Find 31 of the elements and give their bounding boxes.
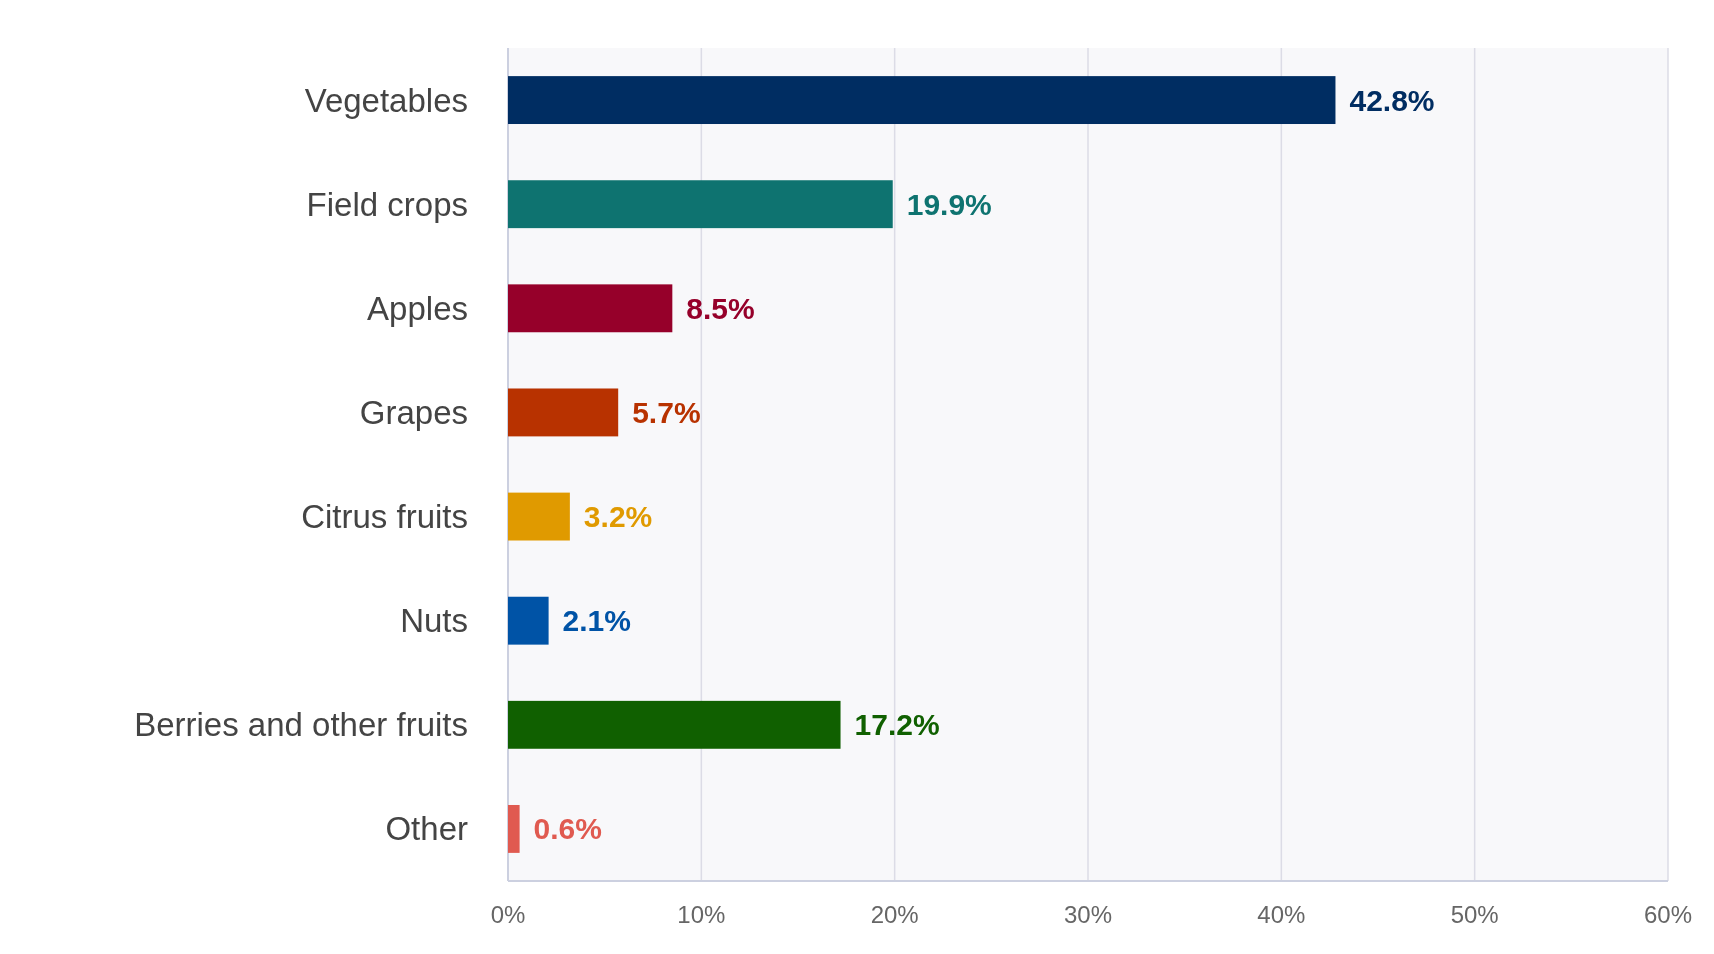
x-tick-label: 50% xyxy=(1450,901,1499,928)
data-label: 42.8% xyxy=(1349,83,1435,117)
x-tick-label: 10% xyxy=(677,901,726,928)
bar xyxy=(508,596,549,645)
x-tick-label: 30% xyxy=(1063,901,1113,928)
y-tick-label: Berries and other fruits xyxy=(134,706,468,744)
x-tick-label: 0% xyxy=(490,901,526,928)
data-label: 2.1% xyxy=(562,604,631,638)
data-label: 17.2% xyxy=(854,708,940,742)
data-label: 3.2% xyxy=(583,500,653,534)
bar xyxy=(508,804,520,853)
x-tick-label: 40% xyxy=(1257,901,1306,928)
x-tick-label: 60% xyxy=(1643,901,1693,928)
bar xyxy=(508,180,893,229)
bar xyxy=(508,388,619,437)
x-tick-label: 20% xyxy=(870,901,919,928)
y-tick-label: Other xyxy=(385,810,468,848)
y-tick-label: Grapes xyxy=(359,393,468,431)
bar xyxy=(508,492,570,541)
y-tick-label: Citrus fruits xyxy=(301,498,468,536)
y-tick-label: Apples xyxy=(367,289,468,327)
bar xyxy=(508,700,841,749)
data-label: 5.7% xyxy=(632,395,701,429)
y-tick-label: Field crops xyxy=(306,185,468,223)
y-tick-label: Nuts xyxy=(400,602,468,640)
bar xyxy=(508,76,1336,125)
data-label: 0.6% xyxy=(533,812,602,846)
bar xyxy=(508,284,673,333)
y-tick-label: Vegetables xyxy=(304,81,468,119)
data-label: 8.5% xyxy=(686,291,755,325)
data-label: 19.9% xyxy=(906,187,992,221)
